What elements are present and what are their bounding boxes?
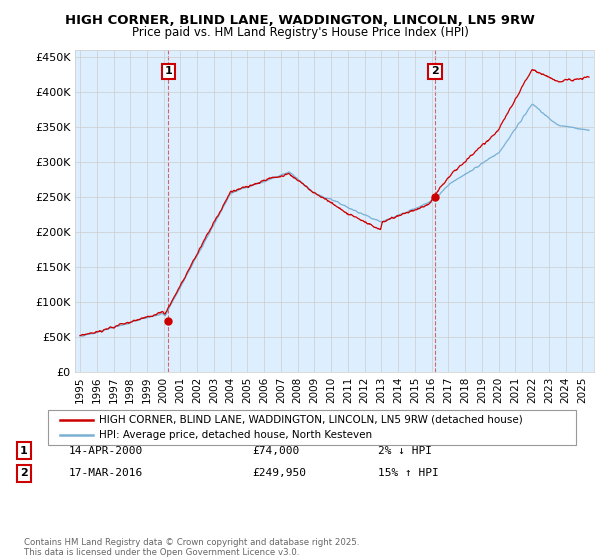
Text: £74,000: £74,000 (252, 446, 299, 456)
Text: 1: 1 (164, 67, 172, 76)
Text: £249,950: £249,950 (252, 468, 306, 478)
Text: 2: 2 (20, 468, 28, 478)
Text: Contains HM Land Registry data © Crown copyright and database right 2025.
This d: Contains HM Land Registry data © Crown c… (24, 538, 359, 557)
Text: 15% ↑ HPI: 15% ↑ HPI (378, 468, 439, 478)
Text: 2: 2 (431, 67, 439, 76)
Text: 14-APR-2000: 14-APR-2000 (69, 446, 143, 456)
Text: 17-MAR-2016: 17-MAR-2016 (69, 468, 143, 478)
Text: HPI: Average price, detached house, North Kesteven: HPI: Average price, detached house, Nort… (99, 430, 372, 440)
Text: 2% ↓ HPI: 2% ↓ HPI (378, 446, 432, 456)
Text: HIGH CORNER, BLIND LANE, WADDINGTON, LINCOLN, LN5 9RW (detached house): HIGH CORNER, BLIND LANE, WADDINGTON, LIN… (99, 415, 523, 425)
Text: Price paid vs. HM Land Registry's House Price Index (HPI): Price paid vs. HM Land Registry's House … (131, 26, 469, 39)
Text: 1: 1 (20, 446, 28, 456)
Text: HIGH CORNER, BLIND LANE, WADDINGTON, LINCOLN, LN5 9RW: HIGH CORNER, BLIND LANE, WADDINGTON, LIN… (65, 14, 535, 27)
